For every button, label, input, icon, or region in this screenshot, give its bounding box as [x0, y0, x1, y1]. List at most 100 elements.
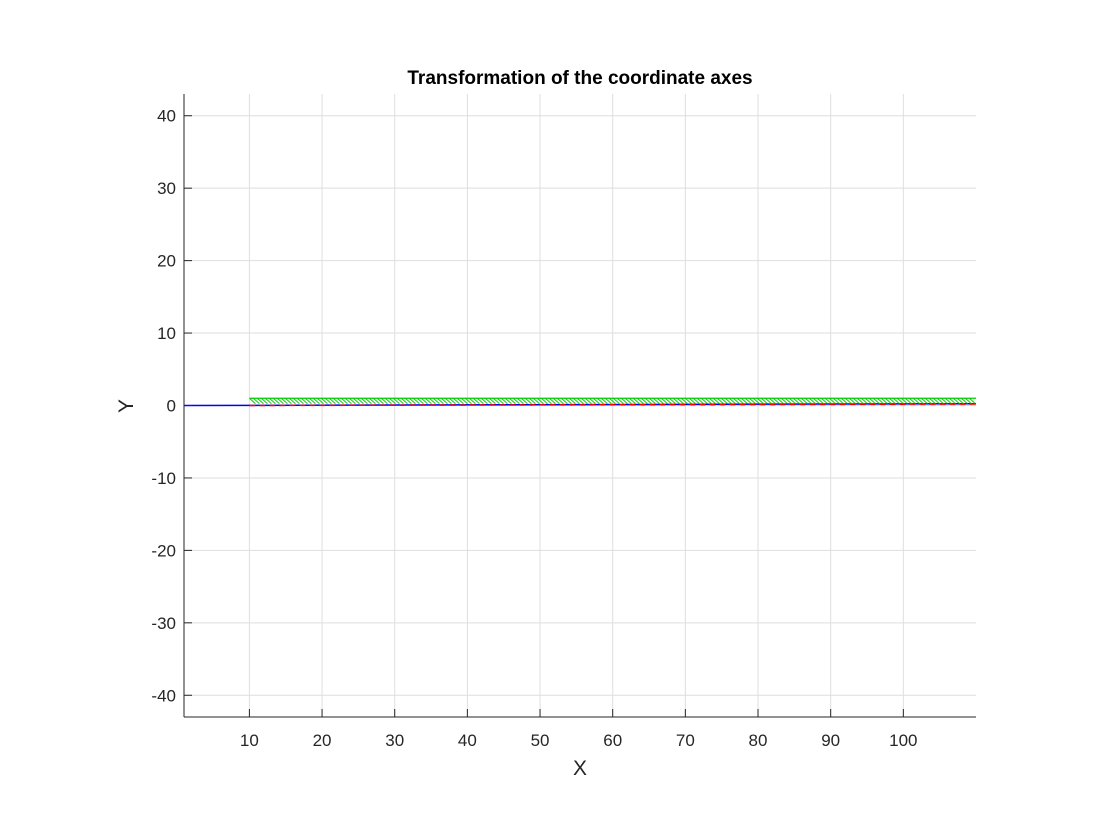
hatch-mark	[817, 397, 824, 405]
hatch-mark	[253, 397, 260, 405]
hatch-mark	[637, 397, 644, 405]
hatch-mark	[465, 397, 472, 405]
hatch-mark	[309, 397, 316, 405]
hatch-mark	[553, 397, 560, 405]
hatch-mark	[481, 397, 488, 405]
tick-layer: 10 20 30 40 50 60 70 80 90 100 -40 -30 -20 -10 0 10 20 30…	[151, 107, 917, 750]
hatch-mark	[677, 397, 684, 405]
hatch-mark	[537, 397, 544, 405]
hatch-mark	[417, 397, 424, 405]
hatch-mark	[557, 397, 564, 405]
hatch-mark	[721, 397, 728, 405]
x-tick-label: 100	[889, 731, 917, 750]
hatch-mark	[917, 397, 924, 405]
hatch-mark	[577, 397, 584, 405]
hatch-mark	[849, 397, 856, 405]
hatch-mark	[753, 397, 760, 405]
hatch-mark	[461, 397, 468, 405]
hatch-mark	[621, 397, 628, 405]
hatch-mark	[949, 397, 956, 405]
y-tick-label: 0	[167, 397, 176, 416]
hatch-mark	[653, 397, 660, 405]
hatch-mark	[321, 397, 328, 405]
hatch-mark	[469, 397, 476, 405]
hatch-mark	[769, 397, 776, 405]
hatch-mark	[701, 397, 708, 405]
hatch-mark	[405, 397, 412, 405]
hatch-mark	[645, 397, 652, 405]
hatch-mark	[449, 397, 456, 405]
hatch-mark	[661, 397, 668, 405]
x-tick-label: 30	[385, 731, 404, 750]
hatch-mark	[441, 397, 448, 405]
hatch-mark	[373, 397, 380, 405]
hatch-mark	[789, 397, 796, 405]
hatch-mark	[609, 397, 616, 405]
hatch-mark	[617, 397, 624, 405]
hatch-mark	[365, 397, 372, 405]
x-tick-label: 50	[531, 731, 550, 750]
hatch-mark	[377, 397, 384, 405]
hatch-mark	[717, 397, 724, 405]
hatch-mark	[657, 397, 664, 405]
hatch-mark	[581, 397, 588, 405]
x-tick-label: 10	[240, 731, 259, 750]
hatch-mark	[325, 397, 332, 405]
hatch-mark	[889, 397, 896, 405]
hatch-mark	[861, 397, 868, 405]
hatch-mark	[425, 397, 432, 405]
hatch-mark	[493, 397, 500, 405]
hatch-mark	[525, 397, 532, 405]
hatch-mark	[261, 397, 268, 405]
hatch-mark	[877, 397, 884, 405]
hatch-mark	[729, 397, 736, 405]
hatch-mark	[837, 397, 844, 405]
hatch-mark	[869, 397, 876, 405]
hatch-mark	[313, 397, 320, 405]
x-tick-label: 20	[313, 731, 332, 750]
hatch-mark	[477, 397, 484, 405]
hatch-mark	[265, 397, 272, 405]
hatch-mark	[317, 397, 324, 405]
hatch-mark	[501, 397, 508, 405]
x-axis-label: X	[573, 757, 587, 780]
hatch-mark	[921, 397, 928, 405]
hatch-mark	[529, 397, 536, 405]
hatch-mark	[597, 397, 604, 405]
hatch-mark	[757, 397, 764, 405]
hatch-mark	[801, 397, 808, 405]
hatch-mark	[641, 397, 648, 405]
hatch-mark	[361, 397, 368, 405]
hatch-mark	[741, 397, 748, 405]
hatch-mark	[797, 397, 804, 405]
hatch-mark	[517, 397, 524, 405]
hatch-mark	[489, 397, 496, 405]
hatch-mark	[273, 397, 280, 405]
hatch-mark	[257, 397, 264, 405]
hatch-mark	[301, 397, 308, 405]
hatch-mark	[813, 397, 820, 405]
hatch-mark	[773, 397, 780, 405]
hatch-mark	[909, 397, 916, 405]
hatch-mark	[397, 397, 404, 405]
hatch-mark	[961, 397, 968, 405]
hatch-mark	[709, 397, 716, 405]
hatch-mark	[649, 397, 656, 405]
hatch-mark	[601, 397, 608, 405]
hatch-mark	[829, 397, 836, 405]
hatch-mark	[913, 397, 920, 405]
hatch-mark	[613, 397, 620, 405]
y-tick-label: 40	[157, 107, 176, 126]
y-tick-label: 30	[157, 179, 176, 198]
hatch-mark	[593, 397, 600, 405]
hatch-mark	[349, 397, 356, 405]
hatch-mark	[333, 397, 340, 405]
hatch-mark	[693, 397, 700, 405]
hatch-mark	[669, 397, 676, 405]
chart-title: Transformation of the coordinate axes	[407, 68, 752, 89]
hatch-mark	[285, 397, 292, 405]
x-tick-label: 60	[603, 731, 622, 750]
hatch-mark	[665, 397, 672, 405]
